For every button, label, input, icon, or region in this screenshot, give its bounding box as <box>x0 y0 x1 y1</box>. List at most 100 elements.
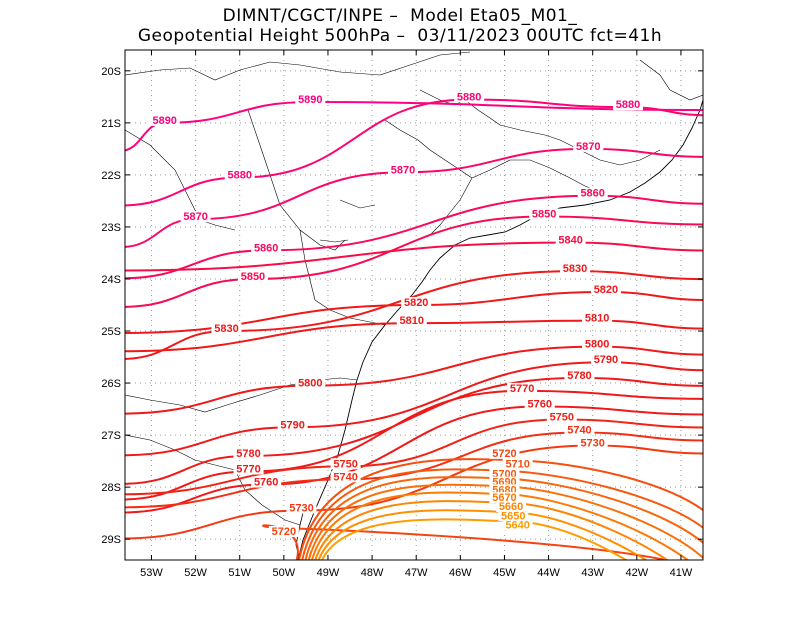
contour-label-bg <box>489 468 520 480</box>
contour-label: 5640 <box>505 520 529 532</box>
y-tick-label: 26S <box>101 378 121 390</box>
contour-label: 5890 <box>298 94 322 106</box>
contour-label: 5830 <box>563 263 587 275</box>
contour-label-bg <box>454 91 485 103</box>
x-tick-label: 48W <box>361 567 384 579</box>
contour-label: 5840 <box>558 235 582 247</box>
contour-label-bg <box>180 211 211 223</box>
contour-label: 5730 <box>289 503 313 515</box>
contour-labels: 5890 5890 5880 5880 5880 5870 5870 5870 5860 5860… <box>149 91 643 538</box>
x-tick-label: 52W <box>184 567 207 579</box>
contour-label: 5890 <box>152 115 176 127</box>
contour-label: 5650 <box>501 510 525 522</box>
contour-label-bg <box>560 263 591 275</box>
contour-label-bg <box>396 315 427 327</box>
contour-label-bg <box>498 510 529 522</box>
contour-label: 5820 <box>404 297 428 309</box>
contour-label-bg <box>529 208 560 220</box>
contour-label-bg <box>233 463 264 475</box>
contour-label-bg <box>286 502 317 514</box>
x-tick-label: 42W <box>626 567 649 579</box>
axis-ticks: 53W 52W 51W 50W 49W 48W 47W 46W 45W 44W 43W 42W 41W 2… <box>101 50 703 579</box>
contour-label-bg <box>573 140 604 152</box>
contour-label-bg <box>577 187 608 199</box>
y-tick-label: 24S <box>101 274 121 286</box>
x-tick-label: 45W <box>493 567 516 579</box>
contour-label-bg <box>507 382 538 394</box>
contour-line-5750 <box>125 418 703 496</box>
contour-line-5880 <box>125 98 703 207</box>
contour-label: 5790 <box>594 354 618 366</box>
contour-label-bg <box>612 99 643 111</box>
contour-label: 5720 <box>272 526 296 538</box>
contour-label-bg <box>295 94 326 106</box>
y-tick-label: 29S <box>101 534 121 546</box>
contour-label: 5880 <box>616 99 640 111</box>
contour-line-5830 <box>125 270 703 360</box>
contour-label-bg <box>582 338 613 350</box>
contour-label-bg <box>590 283 621 295</box>
contour-label-bg <box>224 169 255 181</box>
contour-label: 5750 <box>333 458 357 470</box>
contour-label-bg <box>401 297 432 308</box>
contour-label: 5870 <box>391 164 415 176</box>
contour-label-bg <box>496 501 527 512</box>
contour-label: 5660 <box>499 501 523 513</box>
contour-label: 5810 <box>400 315 424 327</box>
contour-label-bg <box>502 519 533 531</box>
contour-line-5760 <box>125 405 703 514</box>
contour-label-bg <box>251 476 282 488</box>
contour-label-bg <box>330 471 361 483</box>
contour-label-bg <box>564 369 595 381</box>
contour-line-5800 <box>125 345 703 415</box>
contour-label: 5750 <box>550 411 574 423</box>
x-tick-label: 47W <box>405 567 428 579</box>
x-tick-label: 44W <box>537 567 560 579</box>
contour-line-5860 <box>125 194 703 280</box>
contour-label: 5850 <box>241 271 265 283</box>
y-tick-label: 20S <box>101 66 121 78</box>
contour-label: 5790 <box>280 419 304 431</box>
contour-line-5840 <box>125 241 703 272</box>
x-tick-label: 49W <box>317 567 340 579</box>
contour-label-bg <box>489 484 520 496</box>
map-title-line-1: DIMNT/CGCT/INPE – Model Eta05_M01_ <box>222 6 578 26</box>
x-tick-label: 46W <box>449 567 472 579</box>
contour-label-bg <box>295 377 326 389</box>
x-tick-label: 50W <box>273 567 296 579</box>
y-tick-label: 23S <box>101 222 121 234</box>
contour-line-5740 <box>125 431 703 509</box>
contour-label: 5810 <box>585 313 609 325</box>
contour-line-5780 <box>125 376 703 485</box>
contour-label-bg <box>237 270 268 282</box>
y-tick-label: 21S <box>101 118 121 130</box>
contour-line-5770 <box>125 389 703 501</box>
contour-label: 5850 <box>532 209 556 221</box>
contour-label-bg <box>502 458 533 470</box>
contour-line-5820 <box>125 290 703 334</box>
contour-label: 5740 <box>567 425 591 437</box>
contour-label-bg <box>233 447 264 459</box>
contour-label: 5860 <box>580 188 604 200</box>
y-tick-label: 22S <box>101 170 121 182</box>
y-tick-label: 27S <box>101 430 121 442</box>
contour-label: 5760 <box>528 398 552 410</box>
contour-label: 5760 <box>254 477 278 489</box>
x-tick-label: 51W <box>228 567 251 579</box>
map-frame <box>124 49 704 561</box>
contour-label: 5780 <box>567 370 591 382</box>
contour-line-5810 <box>125 319 703 353</box>
contour-label-bg <box>524 398 555 410</box>
contour-label: 5770 <box>510 383 534 395</box>
contour-label: 5870 <box>183 211 207 223</box>
contour-label: 5740 <box>333 471 357 483</box>
y-tick-label: 28S <box>101 482 121 494</box>
contour-label: 5730 <box>580 438 604 450</box>
contour-label-bg <box>277 419 308 431</box>
contour-label-bg <box>387 164 418 176</box>
contour-label: 5820 <box>594 284 618 296</box>
contour-label: 5870 <box>576 141 600 153</box>
contour-label: 5800 <box>298 378 322 390</box>
contour-label-bg <box>489 447 520 459</box>
